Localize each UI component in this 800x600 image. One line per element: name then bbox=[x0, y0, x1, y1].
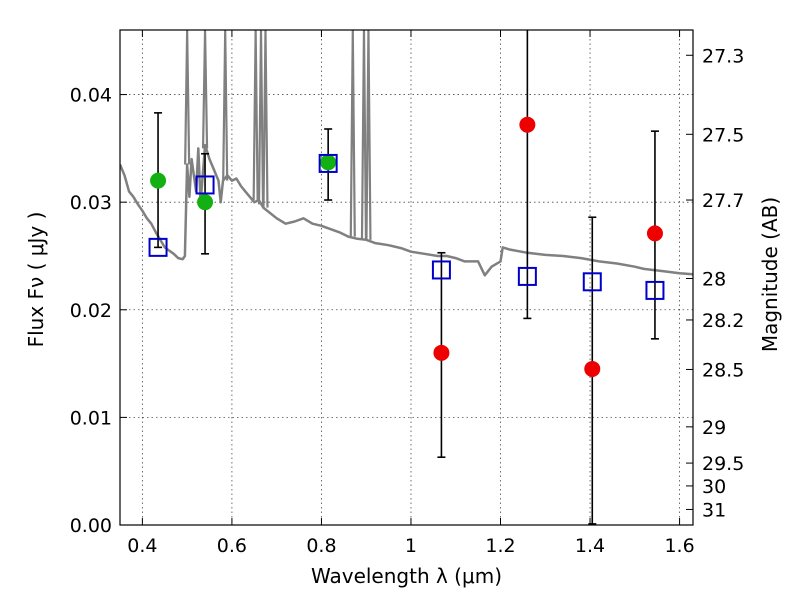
model-flux-square bbox=[582, 272, 602, 292]
y-tick-label: 0.00 bbox=[70, 515, 112, 537]
magnitude-tick-label: 30 bbox=[702, 476, 726, 498]
emission-line-spike bbox=[252, 30, 259, 201]
magnitude-tick-label: 27.7 bbox=[702, 190, 744, 212]
emission-line-spike bbox=[360, 30, 368, 239]
emission-line-spike bbox=[184, 30, 191, 165]
x-tick-label: 0.4 bbox=[127, 535, 157, 557]
model-flux-square bbox=[318, 153, 338, 173]
magnitude-axis-label: Magnitude (AB) bbox=[758, 197, 782, 352]
magnitude-tick-label: 27.3 bbox=[702, 45, 744, 67]
y-tick-label: 0.02 bbox=[70, 300, 112, 322]
model-flux-square bbox=[148, 237, 168, 257]
observed-flux-point bbox=[519, 116, 536, 133]
x-tick-label: 0.6 bbox=[217, 535, 247, 557]
x-tick-label: 1.4 bbox=[575, 535, 605, 557]
observed-flux-point bbox=[584, 360, 601, 377]
x-tick-label: 1 bbox=[405, 535, 417, 557]
emission-line-spike bbox=[349, 30, 356, 237]
model-flux-square bbox=[195, 175, 215, 195]
magnitude-tick-label: 31 bbox=[702, 499, 726, 521]
y-axis-label: Flux Fν ( μJy ) bbox=[24, 212, 48, 348]
magnitude-tick-label: 28.5 bbox=[702, 359, 744, 381]
magnitude-tick-label: 27.5 bbox=[702, 124, 744, 146]
y-tick-label: 0.04 bbox=[70, 85, 112, 107]
emission-line-spike bbox=[201, 30, 209, 149]
tick-layer: 0.4 0.6 0.8 1 1.2 1.4 1.6 0.00 0.01 0.02 0.03 0.04 2… bbox=[70, 30, 744, 557]
observed-flux-point bbox=[646, 225, 663, 242]
x-tick-label: 1.2 bbox=[485, 535, 515, 557]
emission-line-spike bbox=[257, 30, 265, 205]
y-tick-label: 0.03 bbox=[70, 192, 112, 214]
magnitude-tick-label: 28.2 bbox=[702, 310, 744, 332]
magnitude-tick-label: 29.5 bbox=[702, 453, 744, 475]
model-flux-square bbox=[517, 266, 537, 286]
emission-line-spike bbox=[365, 30, 372, 240]
plot-area bbox=[120, 30, 693, 525]
magnitude-tick-label: 29 bbox=[702, 417, 726, 439]
magnitude-tick-label: 28 bbox=[702, 268, 726, 290]
model-flux-square bbox=[431, 260, 451, 280]
x-tick-label: 1.6 bbox=[664, 535, 694, 557]
observed-flux-point bbox=[197, 194, 214, 211]
observed-flux-point bbox=[150, 172, 167, 189]
model-spectrum-line bbox=[120, 143, 693, 277]
observed-flux-point bbox=[320, 154, 337, 171]
plot-content bbox=[120, 30, 693, 525]
y-tick-label: 0.01 bbox=[70, 407, 112, 429]
observed-flux-point bbox=[433, 344, 450, 361]
x-axis-label: Wavelength λ (μm) bbox=[311, 564, 502, 588]
plot-frame bbox=[119, 29, 694, 526]
x-tick-label: 0.8 bbox=[306, 535, 336, 557]
emission-line-spike bbox=[222, 30, 229, 181]
model-flux-square bbox=[645, 280, 665, 300]
emission-line-spike bbox=[262, 30, 269, 208]
